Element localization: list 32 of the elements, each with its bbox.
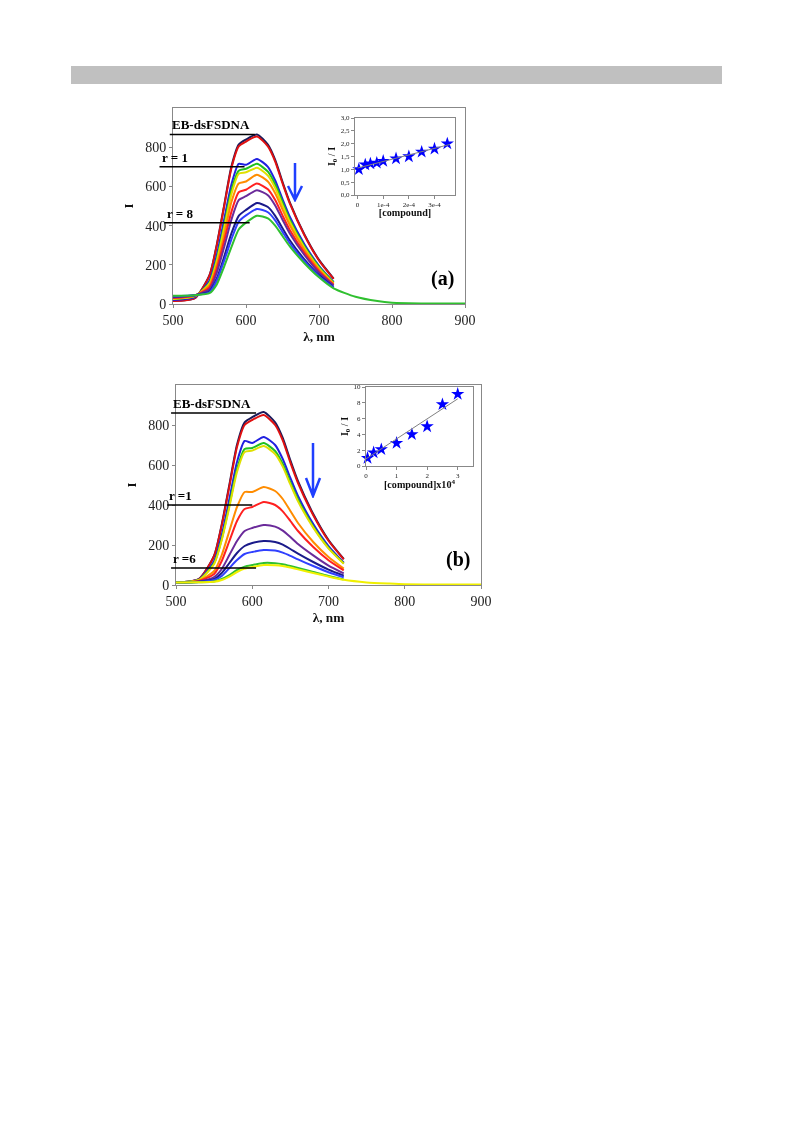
y-tick-label: 800 <box>145 140 167 156</box>
x-tick-label: 700 <box>318 593 339 609</box>
y-tick-label: 400 <box>148 497 170 513</box>
y-tick-label: 600 <box>145 179 167 195</box>
y-tick-label: 200 <box>148 537 170 553</box>
annotation: r =6 <box>173 551 197 566</box>
y-tick-label: 200 <box>145 257 167 273</box>
x-tick-label: 600 <box>241 593 263 609</box>
x-tick-label: 500 <box>162 312 184 328</box>
x-axis-title: [compound]x10$^{4}$ <box>383 477 456 490</box>
y-tick-label: 400 <box>145 218 167 234</box>
x-tick-label: 800 <box>381 312 403 328</box>
x-axis-title: λ, nm <box>303 328 335 344</box>
y-axis-title: I <box>121 203 137 209</box>
x-axis-title: [compound] <box>378 207 432 218</box>
annotation: r =1 <box>169 488 192 503</box>
x-tick-label: 600 <box>235 312 257 328</box>
x-axis-title: λ, nm <box>312 609 345 625</box>
x-tick-label: 700 <box>308 312 330 328</box>
y-tick-label: 0 <box>162 577 170 593</box>
x-tick-label: 500 <box>165 593 187 609</box>
annotation: EB-dsFSDNA <box>173 396 251 411</box>
annotation: EB-dsFSDNA <box>172 117 250 132</box>
annotation: r = 8 <box>167 206 194 221</box>
y-tick-label: 800 <box>148 417 170 433</box>
x-tick-label: 800 <box>394 593 416 609</box>
x-tick-label: 900 <box>470 593 492 609</box>
annotation: (a) <box>431 267 455 290</box>
x-tick-label: 900 <box>454 312 476 328</box>
annotation: (b) <box>446 548 471 571</box>
y-axis-title: I <box>124 482 140 488</box>
y-tick-label: 0 <box>159 296 167 312</box>
